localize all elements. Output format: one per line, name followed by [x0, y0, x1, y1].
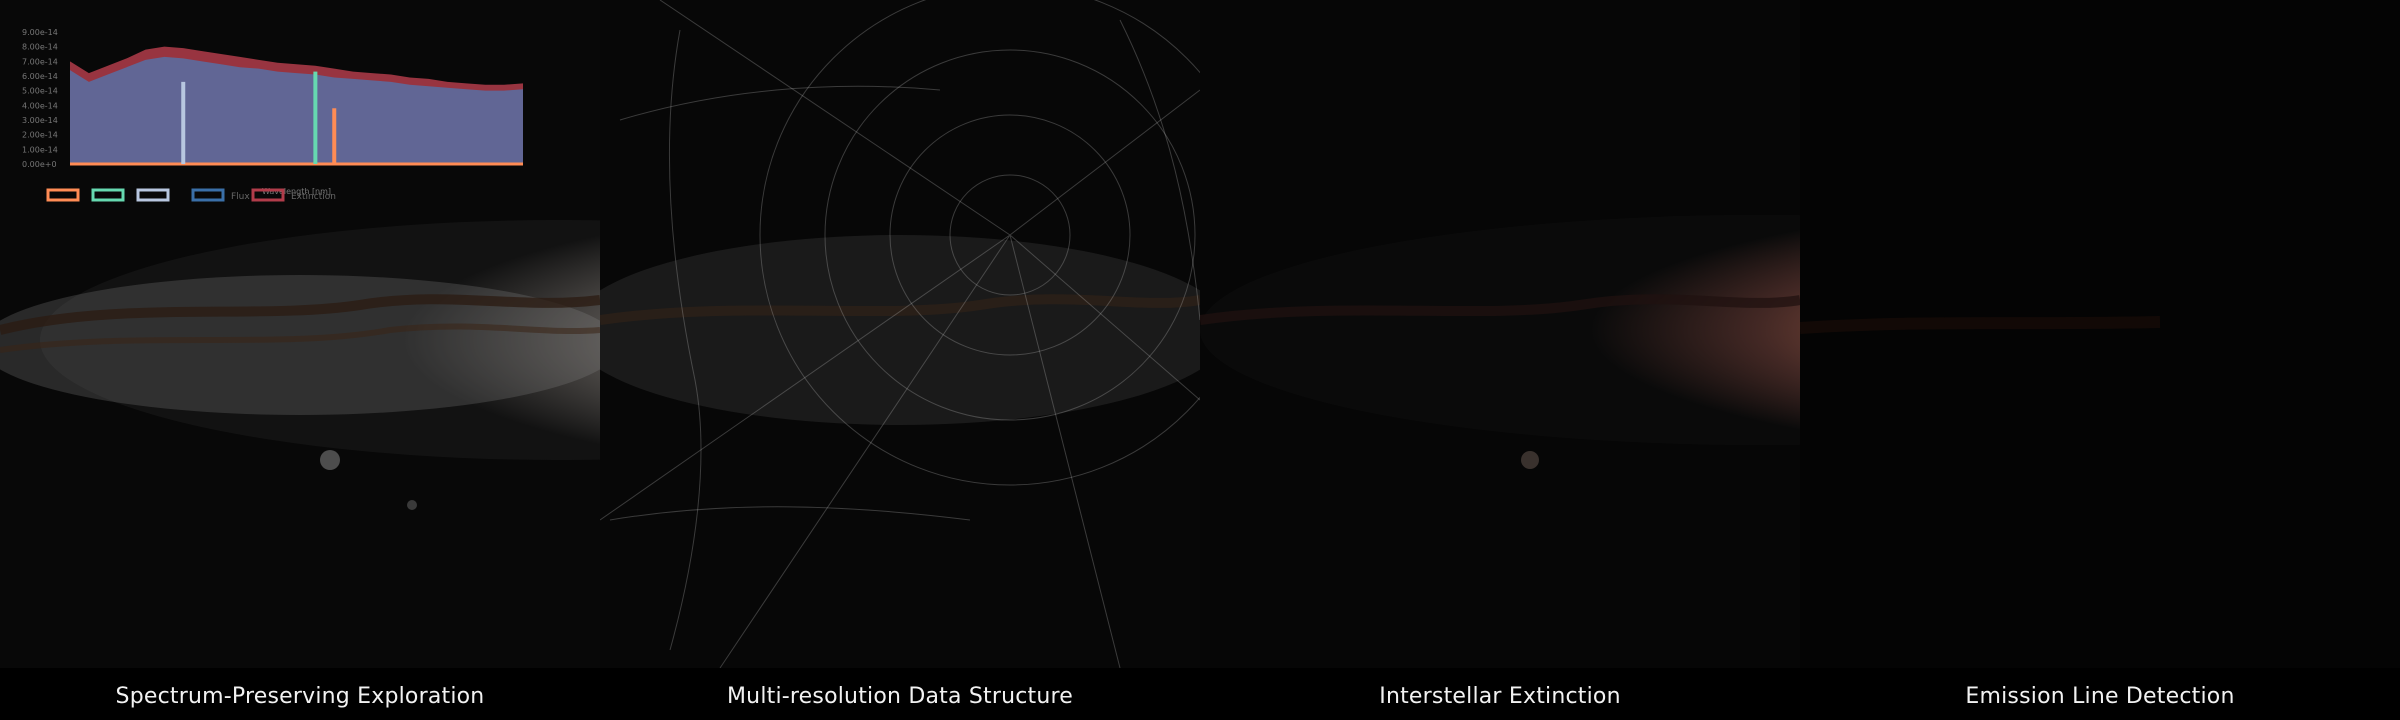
panel-spectrum-preserving: 9.00e-14 8.00e-14 7.00e-14 6.00e-14 5.00e-14… — [0, 0, 600, 668]
y-tick-label: 3.00e-14 — [22, 116, 58, 125]
legend-swatch — [91, 188, 125, 202]
caption-extinction: Interstellar Extinction — [1379, 684, 1621, 709]
legend-swatch — [251, 188, 285, 202]
y-tick-label: 8.00e-14 — [22, 43, 58, 52]
sky-view-2 — [600, 0, 1200, 668]
y-tick-label: 9.00e-14 — [22, 28, 58, 37]
x-axis-label: Wavelength [nm] — [262, 187, 331, 196]
spike-mark — [313, 71, 318, 164]
y-tick-label: 1.00e-14 — [22, 145, 58, 154]
y-tick-label: 6.00e-14 — [22, 72, 58, 81]
legend-swatch — [191, 188, 225, 202]
panel-extinction — [1200, 0, 1800, 668]
legend-swatch — [46, 188, 80, 202]
y-tick-label: 0.00e+0 — [22, 160, 57, 169]
legend-label: Extinction — [291, 192, 336, 202]
y-tick-label: 7.00e-14 — [22, 57, 58, 66]
sky-view-4 — [1800, 0, 2400, 668]
sky-view-3 — [1200, 0, 1800, 668]
caption-spectrum-preserving: Spectrum-Preserving Exploration — [115, 684, 485, 709]
spike-mark — [181, 81, 186, 164]
inset-chart-svg: 9.00e-14 8.00e-14 7.00e-14 6.00e-14 5.00e-14… — [22, 28, 523, 202]
caption-multiresolution: Multi-resolution Data Structure — [727, 684, 1073, 709]
caption-emission-line: Emission Line Detection — [1965, 684, 2235, 709]
y-tick-label: 2.00e-14 — [22, 131, 58, 140]
legend-label: Flux — [231, 192, 250, 202]
y-tick-label: 4.00e-14 — [22, 101, 58, 110]
panel-emission-line — [1800, 0, 2400, 668]
y-tick-label: 5.00e-14 — [22, 87, 58, 96]
spike-mark — [332, 108, 337, 164]
inset-spectrum-chart: 9.00e-14 8.00e-14 7.00e-14 6.00e-14 5.00e-14… — [18, 22, 538, 212]
panel-multiresolution — [600, 0, 1200, 668]
legend-swatch — [136, 188, 170, 202]
